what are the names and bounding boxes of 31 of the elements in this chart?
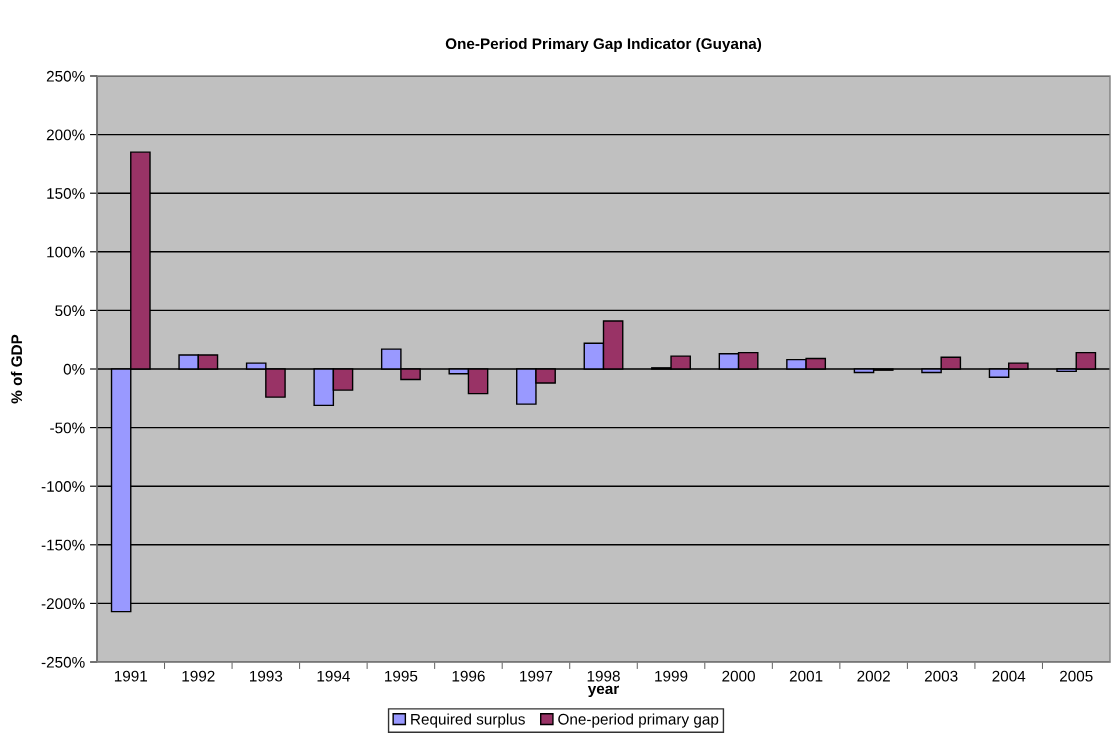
x-tick-label: 2001	[789, 670, 823, 682]
x-tick-label: 1991	[114, 670, 148, 682]
x-tick-label: 2003	[924, 670, 958, 682]
y-tick-label: 200%	[46, 129, 85, 141]
y-tick-label: -250%	[41, 656, 85, 668]
x-tick-label: 2000	[722, 670, 755, 682]
y-tick-label: 100%	[47, 246, 85, 258]
y-axis-title: % of GDP	[10, 334, 23, 404]
y-tick-label: 0%	[63, 363, 85, 375]
y-tick-label: -200%	[41, 598, 85, 610]
x-tick-label: 1994	[317, 670, 350, 682]
y-tick-label: -150%	[41, 539, 85, 551]
legend-label: One-period primary gap	[558, 713, 719, 728]
x-tick-label: 1999	[655, 670, 688, 682]
x-axis-title: year	[587, 685, 619, 698]
x-tick-label: 1997	[520, 670, 553, 682]
x-tick-label: 1996	[452, 670, 485, 682]
x-tick-label: 1993	[250, 670, 283, 682]
x-tick-label: 1998	[587, 670, 620, 682]
x-tick-label: 2002	[857, 670, 890, 682]
y-tick-label: 250%	[46, 70, 85, 82]
y-tick-label: -100%	[41, 481, 85, 492]
x-tick-label: 1992	[182, 670, 215, 682]
x-tick-label: 1995	[385, 670, 418, 682]
x-tick-label: 2004	[992, 670, 1026, 682]
y-tick-label: -50%	[50, 422, 85, 434]
y-tick-label: 150%	[47, 188, 85, 199]
legend-label: Required surplus	[411, 713, 525, 728]
x-tick-label: 2005	[1060, 670, 1093, 682]
chart-title: One-Period Primary Gap Indicator (Guyana)	[445, 37, 762, 53]
y-tick-label: 50%	[55, 305, 85, 317]
